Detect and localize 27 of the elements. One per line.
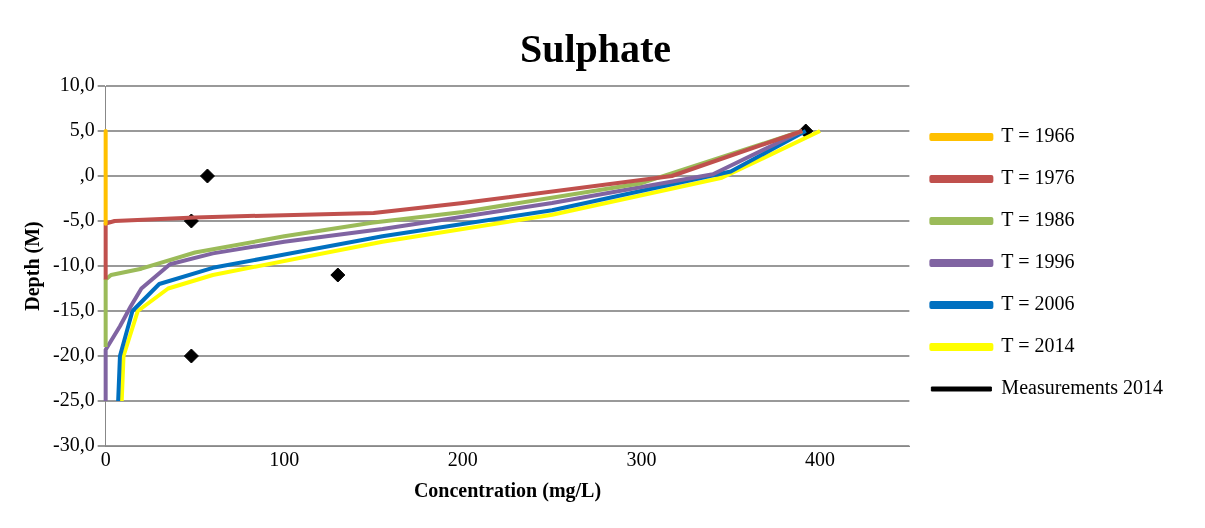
chart-title: Sulphate <box>519 26 672 72</box>
y-tick-label: -20,0 <box>52 343 95 366</box>
point <box>199 168 215 184</box>
y-tick-label: 5,0 <box>69 118 95 141</box>
legend-label: T = 1986 <box>1001 208 1075 231</box>
point <box>183 348 199 364</box>
legend-label: T = 1976 <box>1001 166 1075 189</box>
y-tick-label: -10,0 <box>52 253 95 276</box>
x-tick-label: 400 <box>805 448 836 471</box>
y-tick-label: -30,0 <box>52 433 95 456</box>
x-axis-title: Concentration (mg/L) <box>413 479 602 503</box>
x-tick-label: 0 <box>100 448 111 471</box>
y-tick-label: 10,0 <box>59 73 95 96</box>
legend-label: T = 2014 <box>1001 334 1075 357</box>
y-tick-label: -15,0 <box>52 298 95 321</box>
y-axis-title: Depth (M) <box>21 221 45 311</box>
x-tick-label: 300 <box>626 448 657 471</box>
x-tick-label: 200 <box>447 448 478 471</box>
y-tick-label: -25,0 <box>52 388 95 411</box>
x-tick-label: 100 <box>269 448 300 471</box>
legend-label: T = 2006 <box>1001 292 1075 315</box>
legend-label: T = 1996 <box>1001 250 1075 273</box>
legend-label: T = 1966 <box>1001 124 1075 147</box>
y-tick-label: -5,0 <box>62 208 95 231</box>
legend-label: Measurements 2014 <box>1001 376 1164 399</box>
y-tick-label: ,0 <box>79 163 95 186</box>
point <box>330 267 346 283</box>
